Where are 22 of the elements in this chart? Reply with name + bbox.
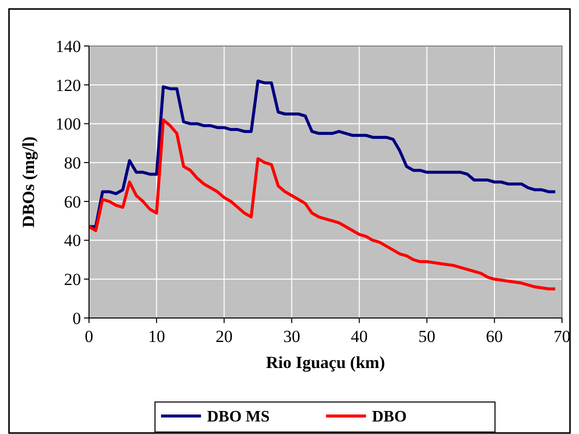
y-tick-label: 0: [72, 308, 81, 328]
x-tick-label: 30: [283, 327, 300, 346]
x-tick-label: 0: [84, 327, 94, 346]
x-tick-label: 60: [486, 327, 503, 346]
y-tick-label: 60: [64, 192, 81, 212]
y-tick-label: 40: [64, 231, 81, 250]
x-axis-title: Rio Iguaçu (km): [266, 353, 386, 372]
x-tick-label: 40: [350, 327, 368, 346]
x-tick-label: 50: [418, 327, 436, 346]
line-series: [88, 118, 557, 290]
legend-label: DBO: [372, 408, 407, 426]
x-tick-label: 20: [216, 327, 233, 346]
x-tick-label: 70: [554, 327, 570, 346]
y-tick-label: 120: [56, 76, 81, 95]
y-axis-title: DBOs (mg/l): [19, 136, 38, 228]
y-tick-label: 100: [56, 114, 81, 134]
y-tick-label: 140: [56, 36, 81, 56]
y-tick-label: 20: [64, 270, 81, 290]
line-series: [88, 79, 557, 228]
legend-label: DBO MS: [207, 408, 270, 426]
y-tick-label: 80: [64, 154, 81, 173]
x-tick-label: 10: [148, 327, 166, 346]
